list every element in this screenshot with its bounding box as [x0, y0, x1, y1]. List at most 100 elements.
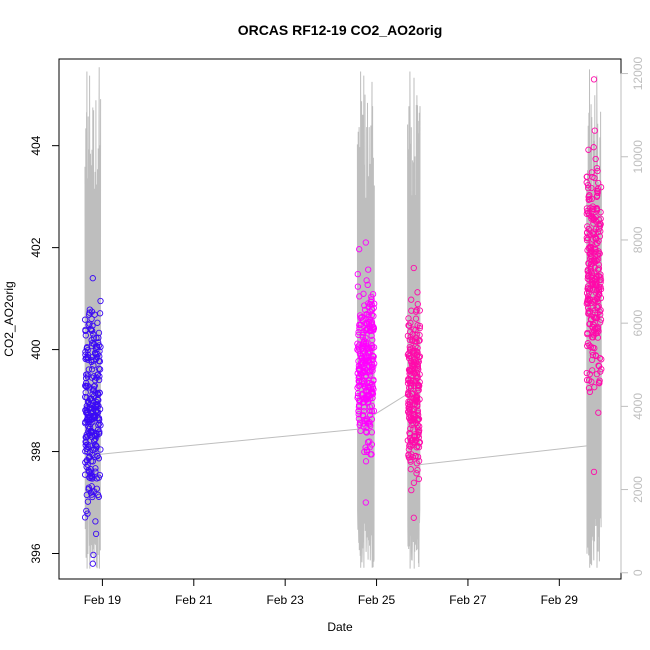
data-point — [366, 300, 374, 308]
data-point — [589, 214, 596, 221]
data-point — [595, 362, 602, 369]
data-point — [96, 428, 103, 435]
data-point — [84, 448, 91, 455]
data-point — [412, 308, 420, 315]
data-point — [367, 320, 375, 327]
data-point — [92, 465, 99, 472]
data-point — [367, 316, 374, 324]
data-point — [370, 376, 377, 383]
data-point — [83, 407, 90, 414]
data-point — [95, 455, 103, 462]
data-point — [596, 377, 603, 384]
altitude-line-flight-2 — [356, 71, 375, 568]
data-point — [95, 402, 102, 410]
data-point — [95, 334, 102, 341]
data-point — [585, 376, 593, 384]
data-point — [85, 486, 92, 493]
data-point — [82, 389, 89, 396]
data-point — [588, 334, 596, 341]
data-point — [94, 396, 101, 403]
data-point — [404, 351, 412, 358]
data-point — [369, 336, 376, 344]
data-point — [412, 397, 419, 404]
data-point — [586, 308, 593, 316]
data-point — [94, 415, 101, 422]
altitude-layer — [84, 67, 602, 569]
data-point — [87, 395, 95, 402]
data-point — [408, 307, 415, 314]
data-point — [365, 266, 372, 273]
data-point — [362, 387, 370, 394]
data-point — [583, 376, 591, 384]
x-tick-label: Feb 23 — [266, 593, 304, 607]
data-point — [590, 468, 598, 476]
data-point — [89, 458, 96, 465]
data-point — [585, 193, 592, 200]
data-point — [89, 322, 96, 329]
data-point — [93, 485, 101, 492]
data-point — [410, 426, 417, 433]
data-point — [363, 393, 371, 400]
data-point — [406, 343, 413, 351]
data-point — [356, 419, 364, 426]
data-point — [405, 315, 412, 322]
altitude-line-flight-1 — [84, 67, 102, 569]
data-point — [94, 319, 101, 326]
data-point — [94, 390, 101, 397]
data-point — [85, 428, 92, 435]
data-point — [354, 340, 361, 347]
data-point — [592, 245, 599, 253]
chart-title: ORCAS RF12-19 CO2_AO2orig — [238, 22, 443, 38]
data-point — [594, 167, 601, 175]
data-point — [361, 354, 368, 361]
data-point — [597, 319, 604, 326]
data-point — [369, 306, 376, 313]
data-point — [587, 267, 595, 275]
data-point — [597, 316, 605, 323]
data-point — [410, 264, 417, 272]
data-point — [369, 356, 377, 364]
data-point — [83, 416, 91, 423]
data-point — [362, 499, 369, 506]
data-point — [597, 221, 604, 228]
data-point — [592, 325, 599, 332]
data-point — [362, 373, 370, 380]
y-tick-label: 404 — [29, 135, 43, 155]
data-point — [368, 366, 375, 373]
altitude-connector-2 — [374, 393, 408, 416]
data-point — [590, 327, 598, 334]
y-axis-label: CO2_AO2orig — [2, 281, 16, 356]
data-point — [414, 344, 421, 352]
data-point — [358, 345, 366, 352]
y2-tick-label: 4000 — [631, 393, 645, 420]
data-point — [597, 294, 605, 302]
data-point — [84, 510, 91, 517]
data-point — [596, 380, 603, 387]
data-point — [590, 249, 597, 256]
data-point — [413, 331, 420, 338]
data-point — [87, 410, 95, 417]
data-point — [364, 281, 371, 289]
data-point — [593, 248, 600, 256]
data-point — [596, 220, 604, 227]
data-point — [414, 289, 421, 296]
y-axis: 396 398 400 402 404 — [29, 135, 60, 564]
data-point — [356, 293, 363, 300]
data-point — [407, 443, 414, 450]
data-point — [415, 434, 422, 441]
altitude-line-flight-4 — [586, 69, 602, 568]
data-point — [95, 493, 103, 500]
data-point — [360, 420, 367, 427]
data-point — [588, 356, 596, 364]
data-point — [358, 313, 365, 321]
x-tick-label: Feb 27 — [449, 593, 487, 607]
y2-tick-label: 0 — [631, 569, 645, 576]
data-point — [405, 398, 412, 405]
data-point — [597, 286, 605, 293]
data-point — [405, 322, 412, 329]
data-point — [364, 369, 371, 376]
data-point — [89, 560, 96, 567]
data-point — [414, 407, 422, 415]
x-axis-label: Date — [327, 620, 353, 634]
